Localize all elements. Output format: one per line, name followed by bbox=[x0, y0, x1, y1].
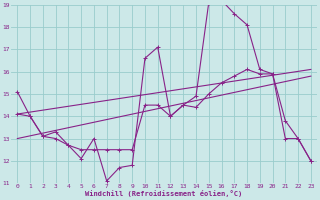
X-axis label: Windchill (Refroidissement éolien,°C): Windchill (Refroidissement éolien,°C) bbox=[85, 190, 243, 197]
